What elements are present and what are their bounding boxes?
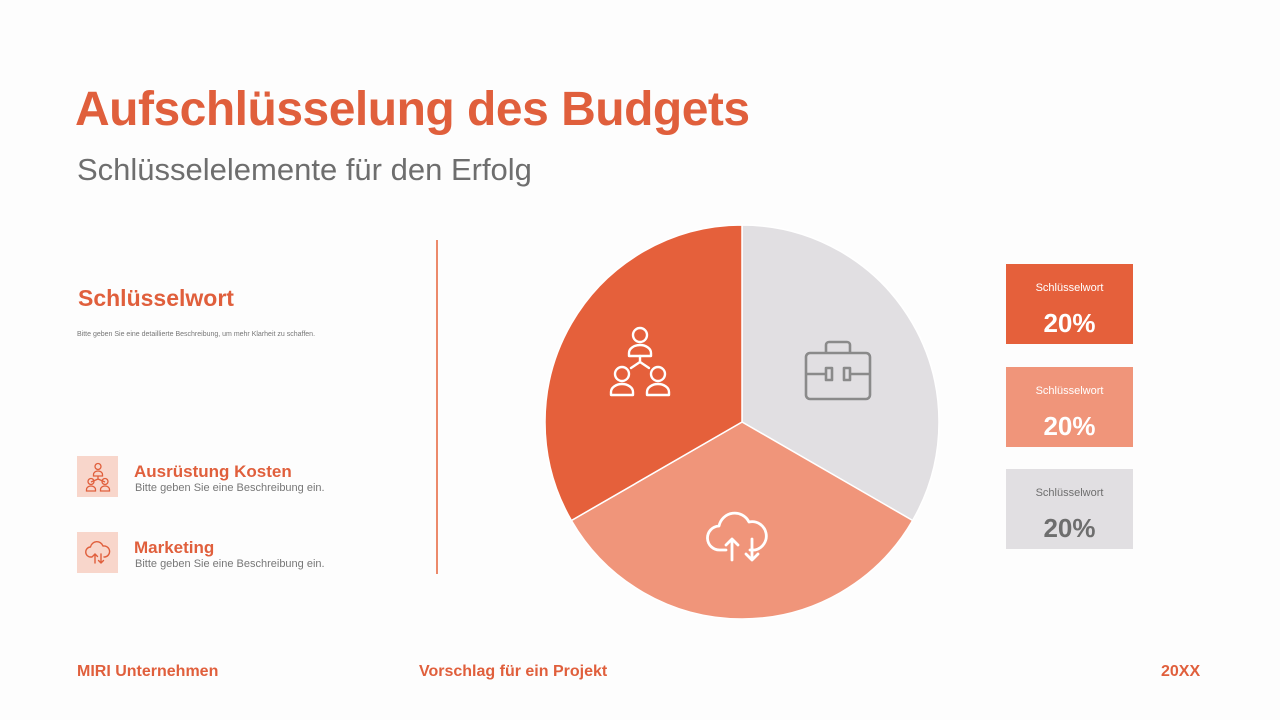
keyword-heading: Schlüsselwort [78,285,234,311]
footer-year: 20XX [1161,663,1201,680]
list-item-equipment: Ausrüstung Kosten Bitte geben Sie eine B… [77,456,407,498]
item-title: Ausrüstung Kosten [134,462,292,481]
legend-box-1: Schlüsselwort 20% [1006,264,1133,344]
briefcase-icon [804,340,872,401]
legend-box-2: Schlüsselwort 20% [1006,367,1133,447]
footer-company: MIRI Unternehmen [77,663,219,680]
cloud-sync-icon [706,511,768,562]
people-network-icon [77,456,118,497]
budget-pie-chart [544,224,940,620]
item-description: Bitte geben Sie eine Beschreibung ein. [135,558,325,570]
legend-value: 20% [1043,513,1096,543]
people-network-icon [609,326,671,397]
legend-label: Schlüsselwort [1035,487,1104,499]
keyword-description: Bitte geben Sie eine detaillierte Beschr… [77,331,316,338]
legend-label: Schlüsselwort [1035,282,1104,294]
legend-value: 20% [1043,411,1096,441]
pie-slice-briefcase [741,224,940,522]
item-description: Bitte geben Sie eine Beschreibung ein. [135,482,325,494]
list-item-marketing: Marketing Bitte geben Sie eine Beschreib… [77,532,407,574]
item-title: Marketing [134,538,215,557]
legend-value: 20% [1043,308,1096,338]
cloud-sync-icon [77,532,118,573]
page-subtitle: Schlüsselelemente für den Erfolg [77,152,532,187]
vertical-divider [436,240,438,574]
legend-box-3: Schlüsselwort 20% [1006,469,1133,549]
footer-center: Vorschlag für ein Projekt [419,663,608,680]
pie-slice-people-network [544,224,743,522]
page-title: Aufschlüsselung des Budgets [75,83,750,136]
legend-label: Schlüsselwort [1035,385,1104,397]
